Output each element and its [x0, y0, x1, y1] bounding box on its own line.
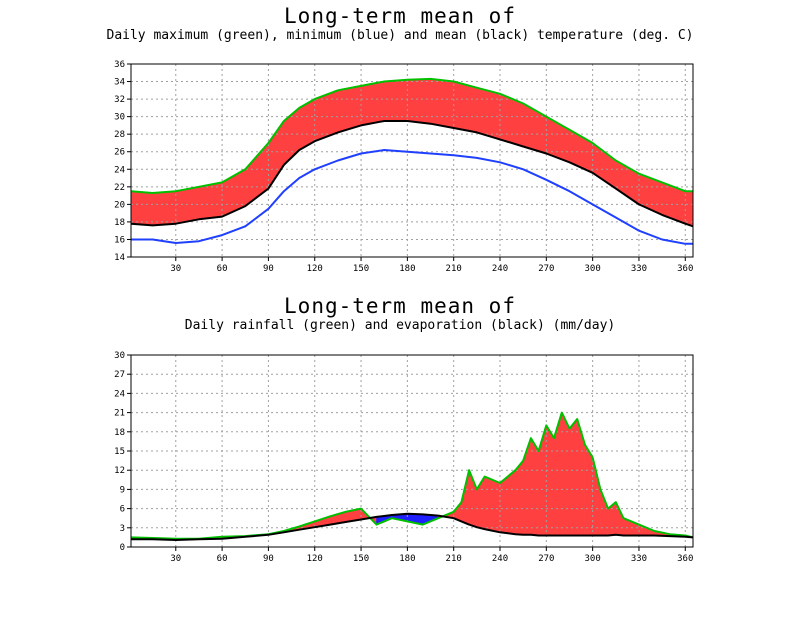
rain-evap-fill [592, 457, 601, 536]
series-line-minimum [131, 149, 693, 245]
series-line-rainfall [130, 411, 694, 540]
y-tick-label: 14 [114, 253, 125, 263]
x-tick-label: 210 [446, 554, 462, 564]
x-tick-label: 270 [538, 554, 554, 564]
x-tick-label: 210 [446, 264, 462, 274]
rain-evap-fill [484, 476, 501, 533]
x-tick-label: 270 [538, 264, 554, 274]
y-tick-label: 32 [114, 95, 125, 105]
rain-evap-fill [584, 443, 593, 536]
x-tick-label: 60 [217, 554, 228, 564]
x-tick-label: 150 [353, 554, 369, 564]
rain-evap-fill [538, 425, 547, 536]
x-tick-label: 90 [263, 264, 274, 274]
y-tick-label: 12 [114, 466, 125, 476]
x-tick-label: 150 [353, 264, 369, 274]
chart2-title: Long-term mean of [284, 294, 516, 318]
x-tick-label: 120 [307, 264, 323, 274]
x-tick-label: 300 [585, 264, 601, 274]
x-tick-label: 180 [399, 554, 415, 564]
x-tick-label: 30 [170, 264, 181, 274]
y-tick-label: 16 [114, 235, 125, 245]
rain-evap-fill [546, 424, 555, 536]
chart1-subtitle: Daily maximum (green), minimum (blue) an… [106, 28, 694, 43]
series-line-evaporation [131, 512, 694, 541]
chart1-title: Long-term mean of [284, 4, 516, 28]
y-tick-label: 0 [120, 543, 125, 553]
chart2-plot: 30 60 90 120 150 180 210 240 270 300 330 360 0 3 6 9 12 1… [114, 351, 694, 564]
rain-evap-fill [576, 418, 586, 536]
x-tick-label: 240 [492, 554, 508, 564]
y-tick-label: 28 [114, 130, 125, 140]
y-tick-label: 9 [120, 485, 125, 495]
y-tick-label: 20 [114, 200, 125, 210]
y-tick-label: 22 [114, 183, 125, 193]
rain-evap-fill [615, 502, 624, 536]
x-tick-label: 330 [631, 554, 647, 564]
x-tick-label: 360 [677, 264, 693, 274]
series-line-mean [130, 120, 694, 228]
rain-evap-fill [522, 438, 532, 536]
y-tick-label: 21 [114, 409, 125, 419]
chart1-plot: 30 60 90 120 150 180 210 240 270 300 330 360 14 16 18 2… [114, 60, 694, 274]
rain-evap-fill [515, 459, 524, 536]
y-tick-label: 18 [114, 218, 125, 228]
rain-evap-fill [561, 412, 570, 536]
y-tick-label: 26 [114, 148, 125, 158]
y-tick-label: 15 [114, 447, 125, 457]
temp-range-fill [131, 78, 693, 227]
x-tick-label: 120 [307, 554, 323, 564]
rain-evap-fill [530, 437, 539, 536]
y-tick-label: 24 [114, 165, 125, 175]
y-tick-label: 18 [114, 428, 125, 438]
x-tick-label: 30 [170, 554, 181, 564]
y-tick-label: 30 [114, 351, 125, 361]
x-tick-label: 330 [631, 264, 647, 274]
y-tick-label: 24 [114, 389, 125, 399]
plot-frame [130, 63, 694, 258]
x-tick-label: 180 [399, 264, 415, 274]
x-tick-label: 360 [677, 554, 693, 564]
x-tick-label: 240 [492, 264, 508, 274]
y-tick-label: 30 [114, 113, 125, 123]
x-tick-label: 90 [263, 554, 274, 564]
y-tick-label: 36 [114, 60, 125, 70]
y-tick-label: 34 [114, 78, 125, 88]
y-tick-label: 6 [120, 505, 125, 515]
y-tick-label: 27 [114, 370, 125, 380]
chart2-subtitle: Daily rainfall (green) and evaporation (… [184, 318, 616, 333]
series-line-maximum [130, 77, 693, 194]
x-tick-label: 300 [585, 554, 601, 564]
rain-evap-fill [569, 418, 578, 536]
y-tick-label: 3 [120, 524, 125, 534]
x-tick-label: 60 [217, 264, 228, 274]
